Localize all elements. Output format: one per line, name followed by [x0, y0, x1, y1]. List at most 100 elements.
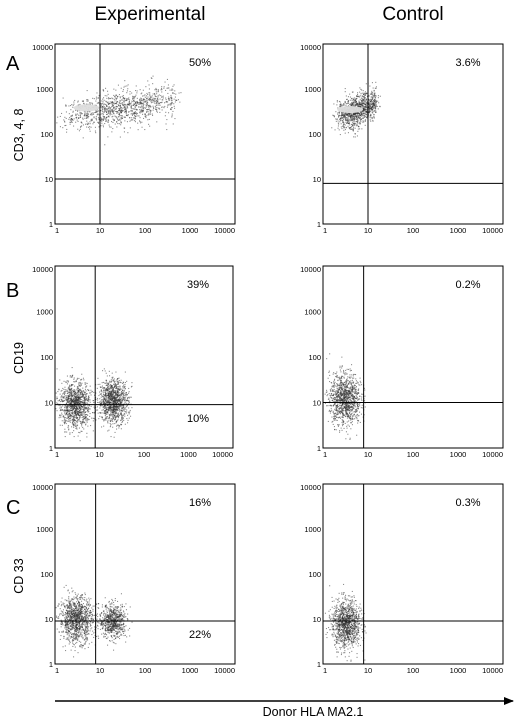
- event-dot: [174, 118, 176, 120]
- event-dot: [333, 379, 335, 381]
- event-dot: [372, 109, 374, 111]
- event-dot: [151, 113, 153, 115]
- event-dot: [98, 418, 100, 420]
- event-dot: [105, 388, 107, 390]
- event-dot: [348, 399, 350, 401]
- event-dot: [126, 99, 128, 101]
- event-dot: [126, 106, 128, 108]
- event-dot: [346, 114, 348, 116]
- event-dot: [118, 406, 120, 408]
- event-dot: [344, 114, 346, 116]
- event-dot: [134, 117, 136, 119]
- event-dot: [107, 107, 109, 109]
- event-dot: [345, 118, 347, 120]
- event-dot: [111, 388, 113, 390]
- event-dot: [354, 418, 356, 420]
- event-dot: [161, 106, 163, 108]
- event-dot: [72, 410, 74, 412]
- event-dot: [77, 410, 79, 412]
- event-dot: [111, 398, 113, 400]
- event-dot: [110, 414, 112, 416]
- event-dot: [87, 115, 89, 117]
- event-dot: [347, 424, 349, 426]
- event-dot: [82, 401, 84, 403]
- event-dot: [164, 102, 166, 104]
- event-dot: [83, 413, 85, 415]
- event-dot: [338, 395, 340, 397]
- event-dot: [157, 98, 159, 100]
- event-dot: [114, 395, 116, 397]
- event-dot: [355, 118, 357, 120]
- event-dot: [342, 113, 344, 115]
- event-dot: [172, 123, 174, 125]
- event-dot: [81, 125, 83, 127]
- event-dot: [369, 107, 371, 109]
- event-dot: [115, 421, 117, 423]
- event-dot: [352, 130, 354, 132]
- event-dot: [156, 121, 158, 123]
- event-dot: [84, 407, 86, 409]
- event-dot: [73, 401, 75, 403]
- event-dot: [66, 396, 68, 398]
- event-dot: [90, 394, 92, 396]
- event-dot: [111, 411, 113, 413]
- event-dot: [125, 110, 127, 112]
- event-dot: [86, 407, 88, 409]
- event-dot: [374, 87, 376, 89]
- event-dot: [336, 101, 338, 103]
- event-dot: [130, 415, 132, 417]
- event-dot: [118, 110, 120, 112]
- event-dot: [79, 103, 81, 105]
- event-dot: [118, 414, 120, 416]
- event-dot: [84, 403, 86, 405]
- event-dot: [73, 416, 75, 418]
- event-dot: [108, 385, 110, 387]
- event-dot: [354, 112, 356, 114]
- event-dot: [66, 399, 68, 401]
- event-dot: [71, 406, 73, 408]
- event-dot: [115, 416, 117, 418]
- event-dot: [117, 406, 119, 408]
- event-dot: [101, 113, 103, 115]
- event-dot: [368, 95, 370, 97]
- event-dot: [114, 406, 116, 408]
- event-dot: [128, 413, 130, 415]
- event-dot: [58, 417, 60, 419]
- event-dot: [100, 119, 102, 121]
- event-dot: [113, 412, 115, 414]
- event-dot: [66, 405, 68, 407]
- event-dot: [95, 98, 97, 100]
- event-dot: [145, 117, 147, 119]
- event-dot: [104, 410, 106, 412]
- event-dot: [82, 426, 84, 428]
- event-dot: [76, 397, 78, 399]
- event-dot: [72, 111, 74, 113]
- event-dot: [101, 395, 103, 397]
- event-dot: [77, 120, 79, 122]
- event-dot: [71, 409, 73, 411]
- event-dot: [123, 131, 125, 133]
- event-dot: [348, 115, 350, 117]
- event-dot: [64, 436, 66, 438]
- event-dot: [359, 119, 361, 121]
- event-dot: [101, 394, 103, 396]
- event-dot: [372, 105, 374, 107]
- event-dot: [134, 112, 136, 114]
- event-dot: [337, 424, 339, 426]
- event-dot: [118, 415, 120, 417]
- event-dot: [72, 400, 74, 402]
- event-dot: [75, 401, 77, 403]
- event-dot: [364, 389, 366, 391]
- event-dot: [355, 115, 357, 117]
- event-dot: [124, 110, 126, 112]
- event-dot: [353, 121, 355, 123]
- event-dot: [104, 104, 106, 106]
- event-dot: [77, 100, 79, 102]
- event-dot: [65, 409, 67, 411]
- event-dot: [154, 93, 156, 95]
- event-dot: [81, 403, 83, 405]
- event-dot: [134, 114, 136, 116]
- event-dot: [81, 425, 83, 427]
- event-dot: [102, 119, 104, 121]
